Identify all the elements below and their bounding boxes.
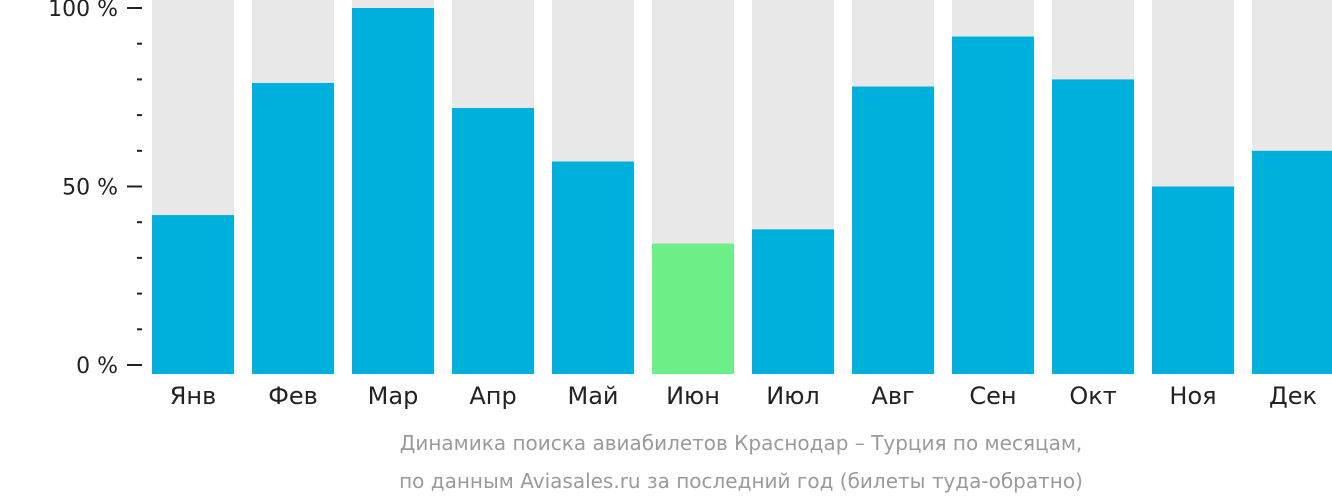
bar bbox=[652, 243, 734, 374]
x-tick-label: Июл bbox=[766, 382, 820, 410]
bar bbox=[1052, 79, 1134, 375]
bar bbox=[852, 86, 934, 374]
x-tick-label: Авг bbox=[871, 382, 914, 410]
bar bbox=[152, 215, 234, 374]
x-tick-label: Окт bbox=[1069, 382, 1116, 410]
caption-line-1: Динамика поиска авиабилетов Краснодар – … bbox=[400, 431, 1083, 455]
x-tick-label: Ноя bbox=[1169, 382, 1216, 410]
x-tick-label: Апр bbox=[469, 382, 516, 410]
x-tick-label: Май bbox=[567, 382, 618, 410]
bar bbox=[952, 36, 1034, 375]
x-tick-label: Янв bbox=[170, 382, 217, 410]
y-tick-label: 0 % bbox=[76, 354, 118, 379]
bar bbox=[1152, 186, 1234, 374]
caption-line-2: по данным Aviasales.ru за последний год … bbox=[399, 469, 1083, 493]
x-tick-label: Дек bbox=[1269, 382, 1317, 410]
y-tick-label: 100 % bbox=[48, 0, 118, 22]
bars bbox=[152, 8, 1332, 375]
chart-caption: Динамика поиска авиабилетов Краснодар – … bbox=[399, 431, 1083, 493]
x-tick-label: Июн bbox=[666, 382, 720, 410]
bar bbox=[752, 229, 834, 374]
x-tick-label: Фев bbox=[268, 382, 318, 410]
x-tick-label: Мар bbox=[368, 382, 419, 410]
x-axis-labels: Янв Фев Мар Апр Май Июн Июл Авг Сен Окт Ноя Дек bbox=[170, 382, 1317, 410]
bar bbox=[252, 82, 334, 374]
y-tick-label: 50 % bbox=[62, 176, 118, 201]
bar bbox=[352, 8, 434, 374]
bar bbox=[552, 161, 634, 374]
y-axis: 0 % 50 % 100 % bbox=[48, 0, 142, 379]
bar bbox=[1252, 150, 1332, 374]
bar bbox=[452, 107, 534, 375]
x-tick-label: Сен bbox=[969, 382, 1016, 410]
